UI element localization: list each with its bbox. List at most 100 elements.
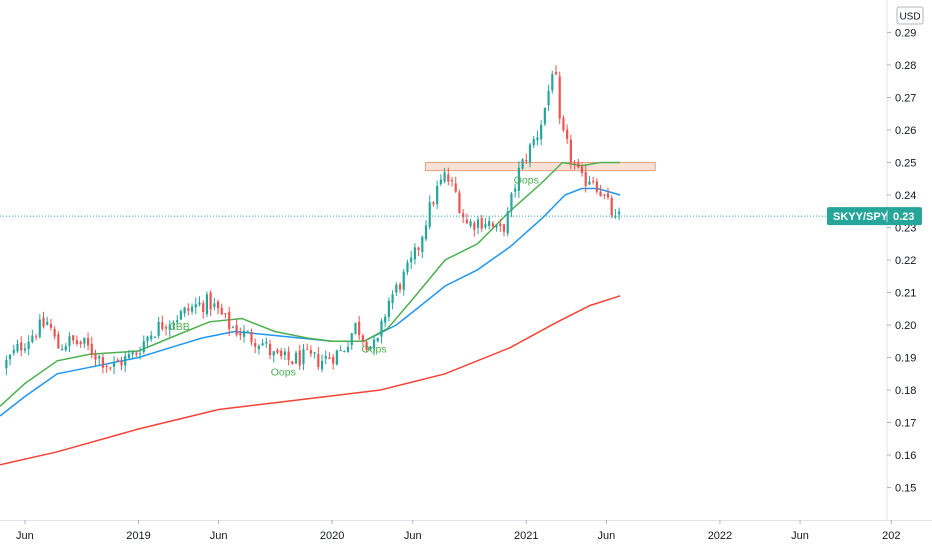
candle-body (335, 350, 338, 365)
candle-body (599, 191, 602, 197)
time-tick-label: 202 (882, 530, 900, 542)
candle-body (465, 219, 468, 224)
candle-body (387, 300, 390, 317)
time-tick-label: Jun (16, 530, 34, 542)
candle-body (566, 129, 569, 139)
candle-body (224, 313, 227, 315)
candle-body (610, 197, 613, 216)
candle-body (257, 346, 261, 349)
candle-body (161, 322, 164, 329)
price-tick-label: 0.25 (895, 158, 916, 170)
candle-body (246, 331, 249, 333)
candle-body (328, 357, 331, 359)
candle-body (124, 356, 127, 366)
candle-body (68, 336, 71, 347)
candle-body (484, 224, 487, 228)
candle-body (380, 320, 383, 337)
price-axis[interactable]: 0.29 0.28 0.27 0.26 0.25 0.24 0.23 0.22 0.21 0.20… (887, 28, 916, 495)
candle-body (46, 321, 49, 325)
candle-body (202, 303, 205, 312)
candle-body (94, 354, 97, 360)
candle-body (57, 334, 60, 349)
price-tick-label: 0.16 (895, 450, 916, 462)
candle-body (517, 167, 520, 191)
candle-body (306, 348, 309, 350)
candle-body (454, 183, 457, 192)
candle-body (90, 343, 93, 355)
currency-badge[interactable]: USD (896, 6, 924, 25)
candle-body (83, 337, 86, 344)
candle-body (138, 353, 142, 355)
candle-body (554, 71, 558, 75)
time-tick-label: 2019 (126, 530, 150, 542)
candle-body (34, 336, 38, 338)
time-axis[interactable]: Jun 2019 Jun 2020 Jun 2021 Jun 2022 Jun 202 (16, 520, 900, 542)
time-tick-label: Jun (791, 530, 809, 542)
candle-body (231, 327, 235, 329)
symbol-price-tag[interactable]: SKYY/SPY 0.23 (827, 207, 922, 226)
candle-body (528, 144, 532, 163)
candle-body (112, 361, 116, 367)
candle-body (168, 324, 171, 330)
symbol-label: SKYY/SPY (833, 211, 889, 223)
price-tick-label: 0.24 (895, 190, 916, 202)
candle-body (439, 179, 442, 184)
candle-body (436, 185, 439, 205)
time-tick-label: Jun (210, 530, 228, 542)
candle-body (317, 353, 320, 368)
candle-body (569, 139, 572, 163)
last-price-label: 0.23 (893, 211, 914, 223)
price-tick-label: 0.26 (895, 125, 916, 137)
candle-body (164, 326, 168, 329)
currency-label: USD (899, 12, 920, 23)
candle-body (31, 335, 34, 343)
candle-body (473, 223, 476, 230)
candle-body (532, 139, 535, 146)
candle-body (79, 341, 82, 345)
candle-body (283, 351, 286, 356)
candle-body (27, 341, 30, 350)
candle-body (618, 211, 621, 215)
candle-body (499, 223, 502, 226)
price-tick-label: 0.15 (895, 483, 916, 495)
candle-body (235, 325, 238, 335)
candle-body (280, 350, 283, 357)
candle-body (176, 320, 179, 323)
candle-body (49, 323, 53, 328)
candle-body (187, 308, 190, 311)
candle-body (239, 333, 242, 336)
candle-body (23, 348, 27, 351)
candle-body (469, 221, 472, 226)
time-tick-label: 2022 (708, 530, 732, 542)
candle-body (384, 316, 387, 323)
candle-body (443, 172, 446, 182)
candle-body (450, 180, 454, 182)
candle-body (135, 352, 138, 355)
price-tick-label: 0.27 (895, 93, 916, 105)
candle-body (72, 335, 75, 341)
candle-body (488, 221, 491, 226)
pattern-annotation: Oops (514, 175, 539, 187)
candle-body (242, 330, 246, 337)
candle-body (343, 350, 346, 352)
price-tick-label: 0.23 (895, 223, 916, 235)
candle-body (98, 355, 101, 359)
candle-body (495, 225, 498, 228)
candle-body (268, 343, 272, 356)
candle-body (291, 361, 294, 364)
candle-body (298, 350, 301, 366)
candle-body (313, 352, 316, 354)
time-tick-label: Jun (404, 530, 422, 542)
time-tick-label: 2020 (320, 530, 344, 542)
candlesticks (5, 65, 621, 376)
candle-body (458, 192, 461, 213)
plot-area[interactable]: 3BB Oops Oops Oops (0, 65, 886, 466)
candle-body (521, 159, 524, 169)
candle-body (101, 357, 105, 368)
candle-body (354, 322, 357, 334)
candle-body (42, 317, 45, 327)
candle-body (514, 188, 517, 192)
candle-body (146, 336, 149, 342)
candle-body (38, 319, 41, 337)
